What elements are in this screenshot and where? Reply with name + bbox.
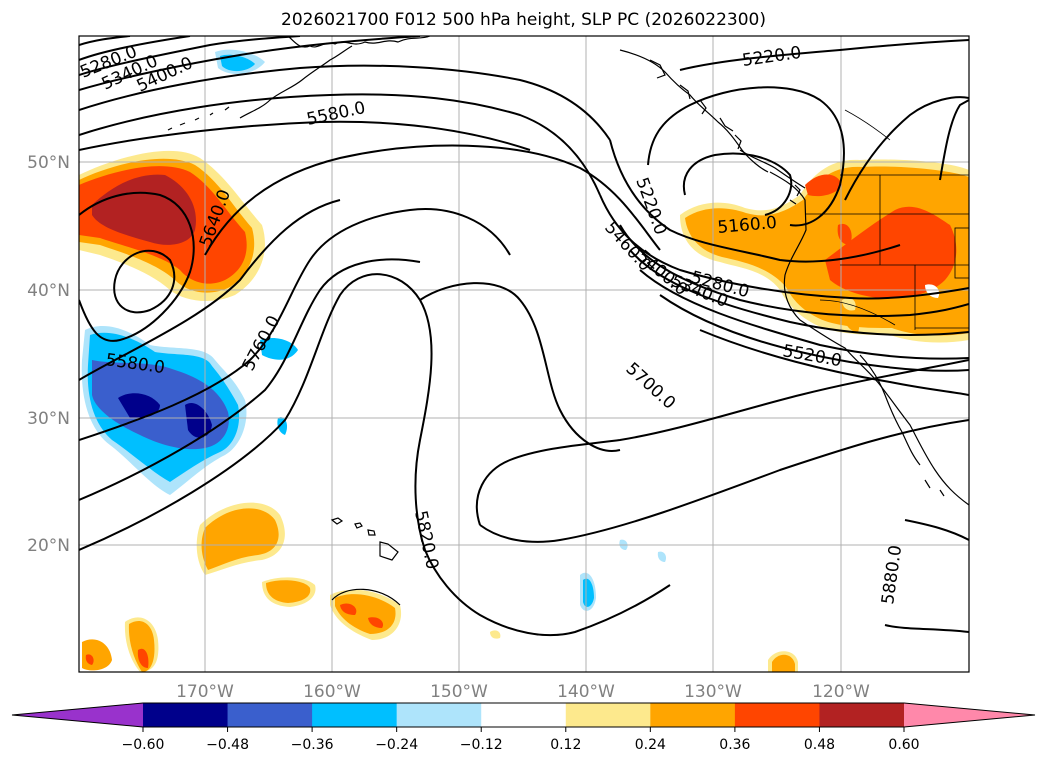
map-frame [78,35,970,673]
lat-axis-labels: 50°N 40°N 30°N 20°N [27,153,70,556]
colorbar-tick-label: −0.60 [122,737,165,753]
lon-label: 120°W [812,682,870,702]
map-title: 2026021700 F012 500 hPa height, SLP PC (… [281,10,766,30]
contour-label: 5580.0 [305,98,367,130]
coastlines [167,36,969,606]
colorbar-segment [227,703,313,727]
contour-label: 5880.0 [878,544,906,606]
graticule [79,36,969,672]
lat-label: 20°N [27,536,70,556]
colorbar-tick-label: 0.24 [635,737,666,753]
colorbar-segment [819,703,905,727]
lon-label: 130°W [684,682,742,702]
colorbar-segment [650,703,736,727]
lon-label: 160°W [303,682,361,702]
colorbar-tick-label: 0.12 [550,737,581,753]
height-contours [79,36,969,637]
lat-label: 30°N [27,409,70,429]
colorbar-tick-label: 0.48 [804,737,835,753]
colorbar-segment [312,703,398,727]
colorbar-segment [734,703,820,727]
colorbar-tick-label: −0.12 [460,737,503,753]
colorbar-tick-label: −0.24 [375,737,418,753]
colorbar: −0.60 −0.48 −0.36 −0.24 −0.12 0.12 0.24 0.36 0.4… [11,702,1036,753]
colorbar-segment [481,703,567,727]
colorbar-tick-label: −0.48 [206,737,249,753]
contour-label: 5220.0 [631,175,670,238]
colorbar-segment [143,703,229,727]
lon-label: 170°W [176,682,234,702]
colorbar-extend-high [904,703,1035,727]
lon-label: 140°W [557,682,615,702]
lon-label: 150°W [430,682,488,702]
colorbar-extend-low [12,703,143,727]
contour-label: 5820.0 [410,509,442,571]
lat-label: 40°N [27,281,70,301]
lat-label: 50°N [27,153,70,173]
lon-axis-labels: 170°W 160°W 150°W 140°W 130°W 120°W [176,682,870,702]
colorbar-tick-label: −0.36 [291,737,334,753]
political-borders [806,109,969,330]
colorbar-tick-label: 0.60 [888,737,919,753]
colorbar-segment [396,703,482,727]
contour-label: 5700.0 [622,359,680,414]
colorbar-segment [565,703,651,727]
colorbar-tick-label: 0.36 [719,737,750,753]
contour-labels: 5280.0 5340.0 5400.0 5580.0 5640.0 5580.… [77,42,906,606]
contour-label: 5220.0 [741,43,803,71]
